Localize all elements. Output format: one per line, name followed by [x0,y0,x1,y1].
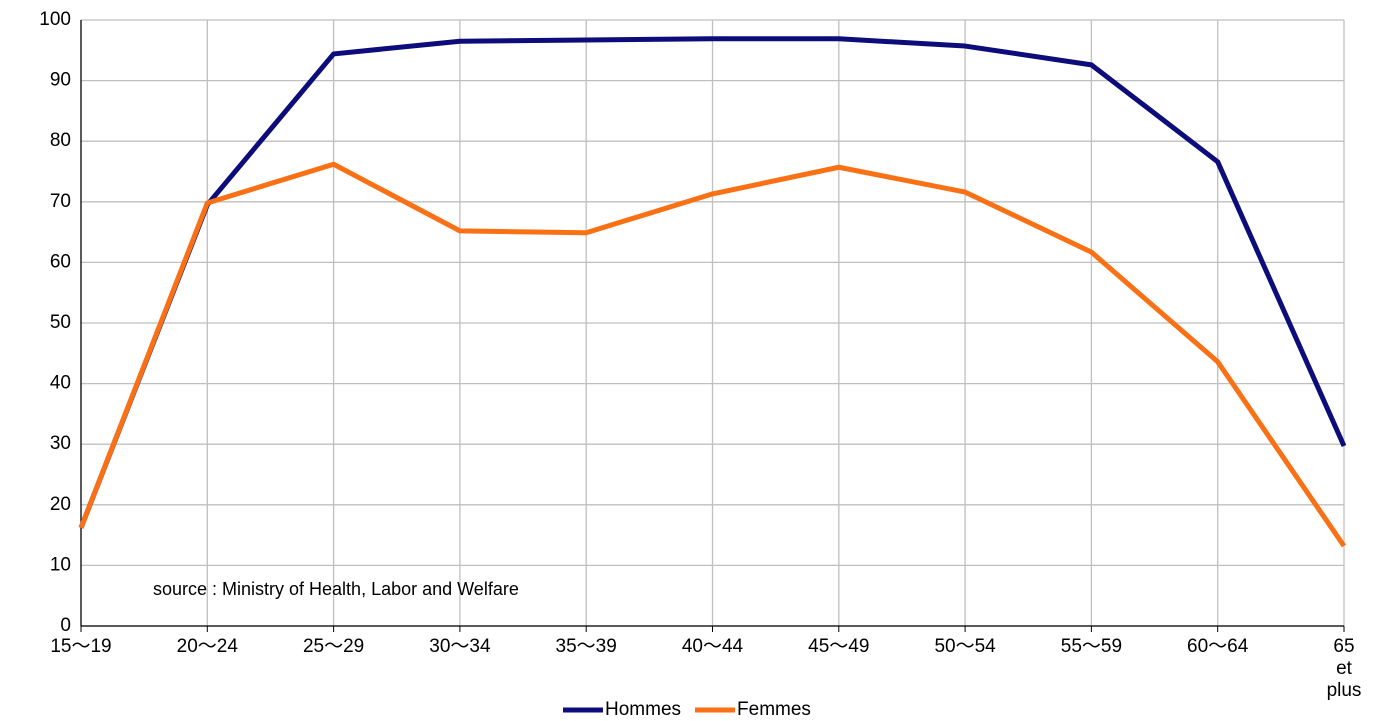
annotation: source : Ministry of Health, Labor and W… [153,579,519,599]
y-tick-label: 90 [50,70,71,91]
x-tick-label: 55〜59 [1060,636,1123,657]
x-tick-label: 20〜24 [176,636,238,657]
x-tick-label: 25〜29 [302,636,365,657]
x-tick-label: 60〜64 [1187,636,1249,657]
data-line [78,161,1347,548]
data-line [78,36,1347,529]
y-tick-label: 70 [50,191,71,212]
y-tick-label: 0 [60,615,71,636]
y-tick-label: 60 [50,251,71,272]
x-tick-label: 15〜19 [50,636,112,657]
legend-label: Hommes [605,699,681,720]
y-tick-label: 40 [50,373,71,394]
y-tick-label: 20 [50,494,71,515]
x-tick-label: 35〜39 [555,636,617,657]
x-tick-label: 30〜34 [429,636,491,657]
legend-label: Femmes [737,699,811,720]
x-tick-label: 50〜54 [934,636,996,657]
y-tick-label: 100 [39,9,71,30]
x-tick-label: 45〜49 [808,636,870,657]
y-tick-label: 80 [50,130,71,151]
x-tick-label: 65 et plus [1326,636,1362,701]
y-tick-label: 50 [50,312,71,333]
x-tick-label: 40〜44 [681,636,744,657]
y-tick-label: 10 [50,554,71,575]
y-tick-label: 30 [50,433,71,454]
